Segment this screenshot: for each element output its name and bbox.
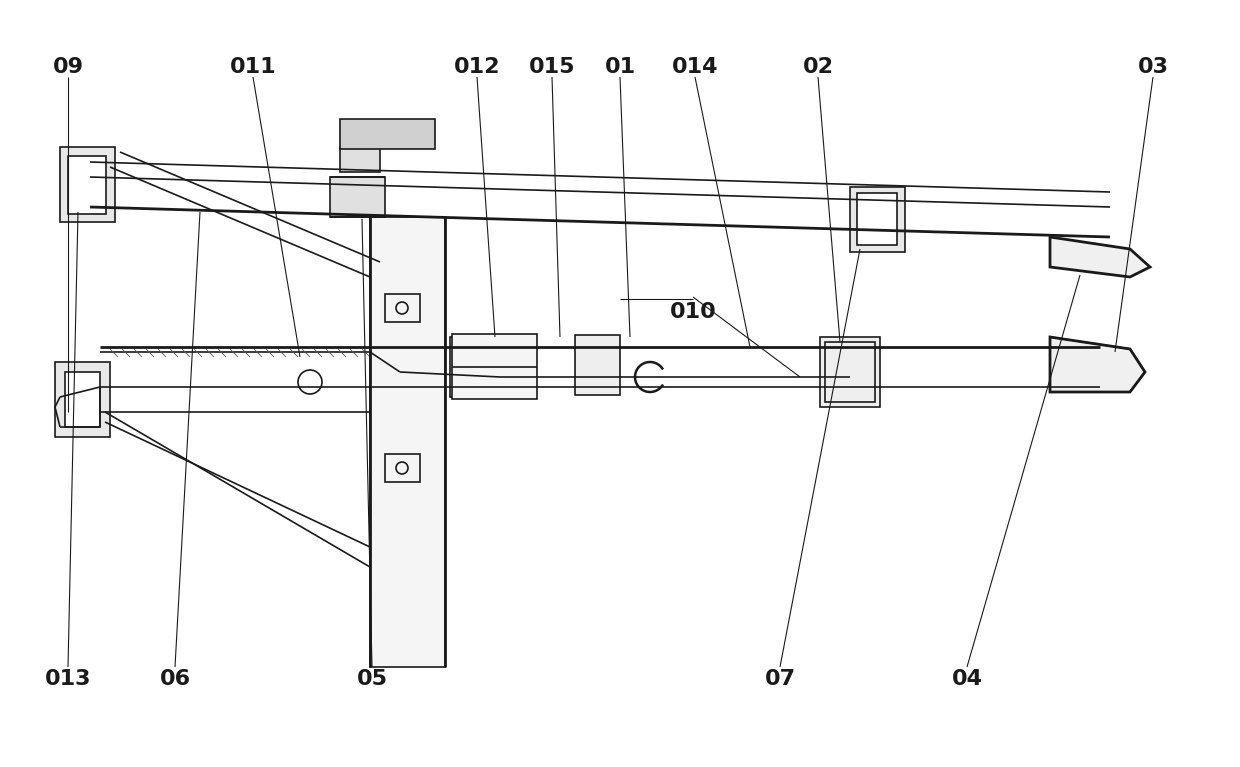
Bar [330, 177, 384, 217]
Bar [60, 147, 115, 222]
Text: 04: 04 [951, 669, 982, 689]
Bar [384, 294, 420, 322]
Bar [453, 334, 537, 399]
Text: 013: 013 [45, 669, 92, 689]
Bar [384, 454, 420, 482]
Polygon shape [55, 387, 100, 427]
Bar [455, 342, 525, 392]
Bar [55, 362, 110, 437]
Bar [857, 193, 897, 245]
Text: 09: 09 [52, 57, 83, 77]
Text: 010: 010 [670, 302, 717, 322]
Text: 011: 011 [229, 57, 277, 77]
Text: 014: 014 [672, 57, 718, 77]
Text: 05: 05 [357, 669, 387, 689]
Text: 01: 01 [604, 57, 636, 77]
Polygon shape [1050, 337, 1145, 392]
Bar [820, 337, 880, 407]
Text: 06: 06 [160, 669, 191, 689]
Text: 015: 015 [528, 57, 575, 77]
Bar [340, 147, 379, 172]
Text: 012: 012 [454, 57, 500, 77]
Polygon shape [1050, 342, 1120, 387]
Bar [68, 156, 105, 214]
Text: 07: 07 [764, 669, 796, 689]
Bar [450, 337, 529, 397]
Bar [575, 335, 620, 395]
Polygon shape [1050, 237, 1149, 277]
Bar [340, 119, 435, 149]
Text: 03: 03 [1137, 57, 1168, 77]
Bar [849, 187, 905, 252]
Bar [64, 372, 100, 427]
Text: 02: 02 [802, 57, 833, 77]
Bar [825, 342, 875, 402]
Bar [370, 217, 445, 667]
